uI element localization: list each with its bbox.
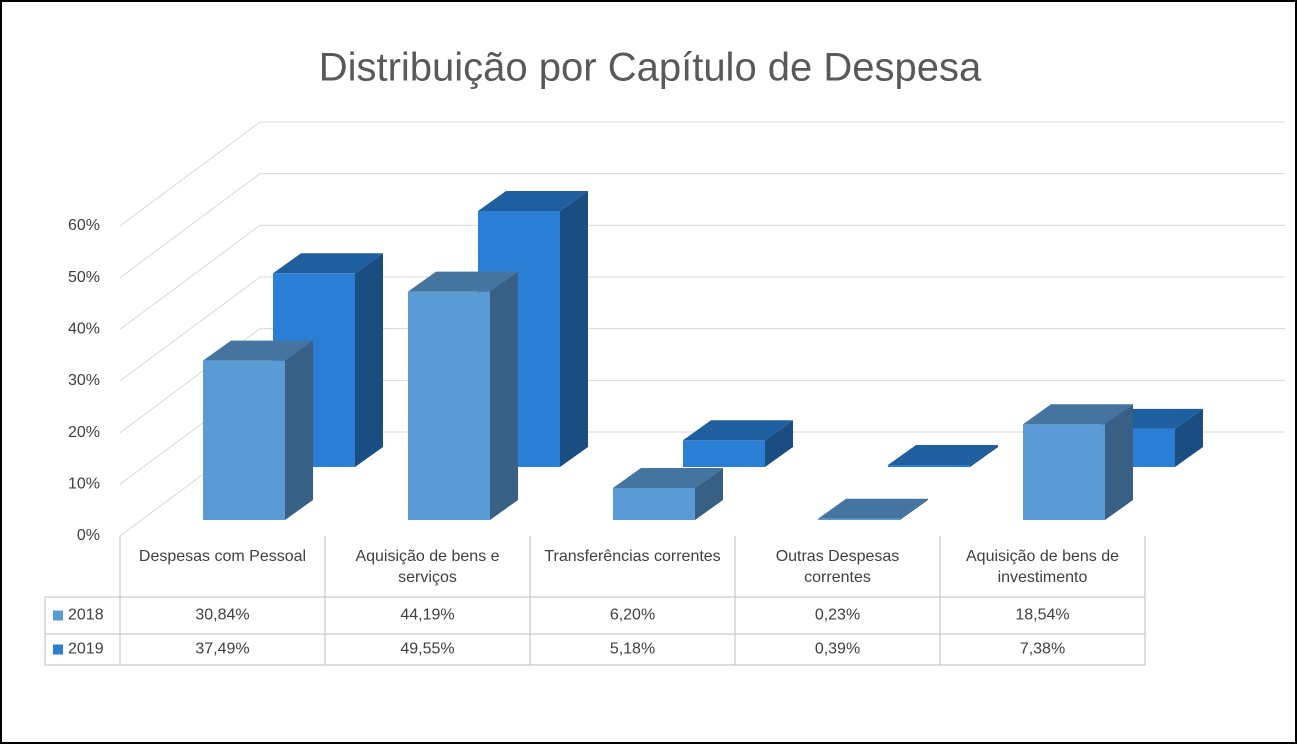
legend-label: 2019 (68, 641, 104, 658)
grid-line (119, 276, 261, 382)
legend-label: 2018 (68, 607, 104, 624)
bar-side (765, 420, 793, 467)
y-tick-label: 10% (68, 476, 100, 493)
bar-top (888, 444, 998, 465)
bar-front (408, 291, 490, 520)
bar-side (355, 253, 383, 467)
legend-swatch (53, 644, 63, 655)
category-label: Transferências correntes (544, 548, 721, 565)
bar-side (285, 340, 313, 520)
bar (613, 467, 723, 520)
bar (203, 340, 313, 520)
bar-side (560, 190, 588, 467)
y-tick-label: 0% (77, 527, 100, 544)
bar-front (203, 360, 285, 520)
y-tick-label: 40% (68, 321, 100, 338)
category-label-box: Outras Despesas correntes (775, 548, 900, 586)
category-label: Aquisição de bens e serviços (355, 548, 500, 586)
table-value: 5,18% (610, 641, 655, 658)
bar-top (408, 271, 518, 292)
legend-swatch (53, 610, 63, 621)
bar-side (900, 498, 928, 520)
category-label: Outras Despesas correntes (775, 548, 900, 586)
bar (888, 444, 998, 467)
bar-front (818, 518, 900, 520)
category-label-box: Despesas com Pessoal (138, 548, 307, 565)
table-value: 30,84% (195, 607, 249, 624)
chart-title: Distribuição por Capítulo de Despesa (319, 46, 982, 90)
bar-side (490, 271, 518, 520)
bar-top (478, 190, 588, 211)
bar (683, 420, 793, 467)
table-value: 49,55% (400, 641, 454, 658)
bar-top (273, 253, 383, 274)
bar-top (613, 467, 723, 488)
table-value: 0,23% (815, 607, 860, 624)
bar-front (683, 440, 765, 467)
bar-side (695, 467, 723, 520)
table-value: 0,39% (815, 641, 860, 658)
bar-top (683, 420, 793, 441)
bar-front (1023, 424, 1105, 520)
bar (1023, 404, 1133, 520)
table-value: 18,54% (1015, 607, 1069, 624)
table-value: 6,20% (610, 607, 655, 624)
bar-side (1175, 408, 1203, 467)
category-label-box: Transferências correntes (544, 548, 721, 565)
bar-side (1105, 404, 1133, 520)
category-label: Despesas com Pessoal (138, 548, 307, 565)
grid-line (119, 173, 261, 279)
grid-line (119, 224, 261, 330)
bar-top (203, 340, 313, 361)
table-value: 37,49% (195, 641, 249, 658)
y-tick-label: 50% (68, 269, 100, 286)
y-tick-label: 30% (68, 372, 100, 389)
bar-top (818, 498, 928, 519)
bar (408, 271, 518, 520)
grid-line (119, 121, 261, 227)
bar-top (1023, 404, 1133, 425)
bar-front (613, 487, 695, 520)
table-value: 7,38% (1020, 641, 1065, 658)
category-label-box: Aquisição de bens e serviços (355, 548, 500, 586)
bar-front (888, 464, 970, 467)
y-tick-label: 20% (68, 424, 100, 441)
bar-side (970, 444, 998, 467)
table-value: 44,19% (400, 607, 454, 624)
y-tick-label: 60% (68, 217, 100, 234)
category-label-box: Aquisição de bens de investimento (966, 548, 1119, 586)
category-label: Aquisição de bens de investimento (966, 548, 1119, 586)
bar (818, 498, 928, 520)
